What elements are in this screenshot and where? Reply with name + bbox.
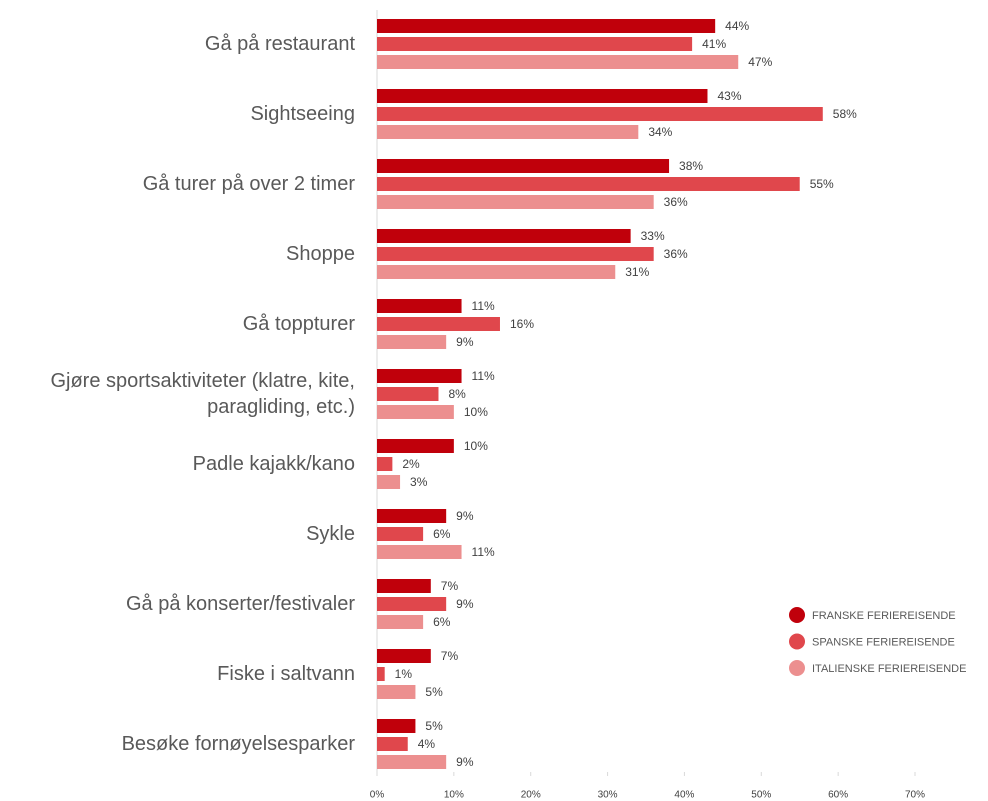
bar (377, 317, 500, 331)
x-tick-label: 0% (370, 790, 385, 801)
value-label: 5% (425, 685, 443, 699)
category-label: Besøke fornøyelsesparker (121, 733, 355, 755)
category-label: Padle kajakk/kano (192, 453, 355, 475)
category-label: Shoppe (286, 243, 355, 265)
category-label: Sightseeing (250, 103, 355, 125)
value-label: 6% (433, 527, 451, 541)
x-tick-label: 50% (751, 790, 771, 801)
value-label: 36% (664, 247, 688, 261)
value-label: 4% (418, 737, 436, 751)
x-tick-label: 20% (521, 790, 541, 801)
value-label: 7% (441, 579, 459, 593)
legend-label: SPANSKE FERIEREISENDE (812, 636, 955, 648)
bar (377, 755, 447, 769)
value-label: 11% (472, 299, 495, 313)
bar (377, 299, 462, 313)
value-label: 10% (464, 439, 488, 453)
category-label: Gå turer på over 2 timer (142, 173, 355, 195)
bar (377, 597, 447, 611)
bar (377, 369, 462, 383)
value-label: 9% (456, 755, 474, 769)
bar (377, 195, 654, 209)
bar (377, 107, 823, 121)
value-label: 58% (833, 107, 857, 121)
value-label: 47% (748, 55, 772, 69)
legend-marker (789, 660, 805, 676)
bar (377, 247, 654, 261)
value-label: 43% (717, 89, 741, 103)
legend-label: FRANSKE FERIEREISENDE (812, 610, 956, 622)
bar (377, 229, 631, 243)
category-label: Gå på konserter/festivaler (126, 593, 355, 615)
bar (377, 579, 431, 593)
bar (377, 159, 670, 173)
value-label: 10% (464, 405, 488, 419)
bar (377, 615, 424, 629)
bar (377, 509, 447, 523)
value-label: 5% (425, 719, 443, 733)
bar (377, 405, 454, 419)
bar (377, 37, 693, 51)
bar (377, 545, 462, 559)
bar (377, 19, 716, 33)
x-tick-label: 70% (905, 790, 925, 801)
value-label: 9% (456, 509, 474, 523)
bar (377, 737, 408, 751)
bar (377, 125, 639, 139)
bar (377, 685, 416, 699)
x-tick-label: 30% (598, 790, 618, 801)
value-label: 44% (725, 19, 749, 33)
category-label: Sykle (306, 523, 355, 545)
value-label: 11% (472, 369, 495, 383)
bar (377, 387, 439, 401)
x-tick-label: 60% (828, 790, 848, 801)
bar (377, 475, 401, 489)
value-label: 16% (510, 317, 534, 331)
value-label: 34% (648, 125, 672, 139)
bar (377, 439, 454, 453)
value-label: 7% (441, 649, 459, 663)
value-label: 11% (472, 545, 495, 559)
bar (377, 89, 708, 103)
value-label: 31% (625, 265, 649, 279)
value-label: 9% (456, 597, 474, 611)
value-label: 36% (664, 195, 688, 209)
bar (377, 719, 416, 733)
bar (377, 649, 431, 663)
bar (377, 335, 447, 349)
bar (377, 457, 393, 471)
legend-label: ITALIENSKE FERIEREISENDE (812, 663, 966, 675)
value-label: 6% (433, 615, 451, 629)
value-label: 41% (702, 37, 726, 51)
category-label: Gjøre sportsaktiviteter (klatre, kite, p… (50, 370, 355, 418)
value-label: 2% (402, 457, 420, 471)
x-tick-label: 10% (444, 790, 464, 801)
value-label: 9% (456, 335, 474, 349)
value-label: 1% (395, 667, 413, 681)
bar (377, 177, 800, 191)
bar (377, 55, 739, 69)
category-label: Gå på restaurant (204, 33, 355, 55)
bar (377, 265, 616, 279)
legend-marker (789, 633, 805, 650)
value-label: 33% (641, 229, 665, 243)
value-label: 38% (679, 159, 703, 173)
value-label: 3% (410, 475, 428, 489)
legend-marker (789, 607, 805, 623)
value-label: 55% (810, 177, 834, 191)
bar (377, 527, 424, 541)
category-label: Fiske i saltvann (217, 663, 355, 685)
category-label: Gå toppturer (242, 313, 355, 335)
value-label: 8% (448, 387, 466, 401)
x-tick-label: 40% (674, 790, 694, 801)
bar (377, 667, 385, 681)
